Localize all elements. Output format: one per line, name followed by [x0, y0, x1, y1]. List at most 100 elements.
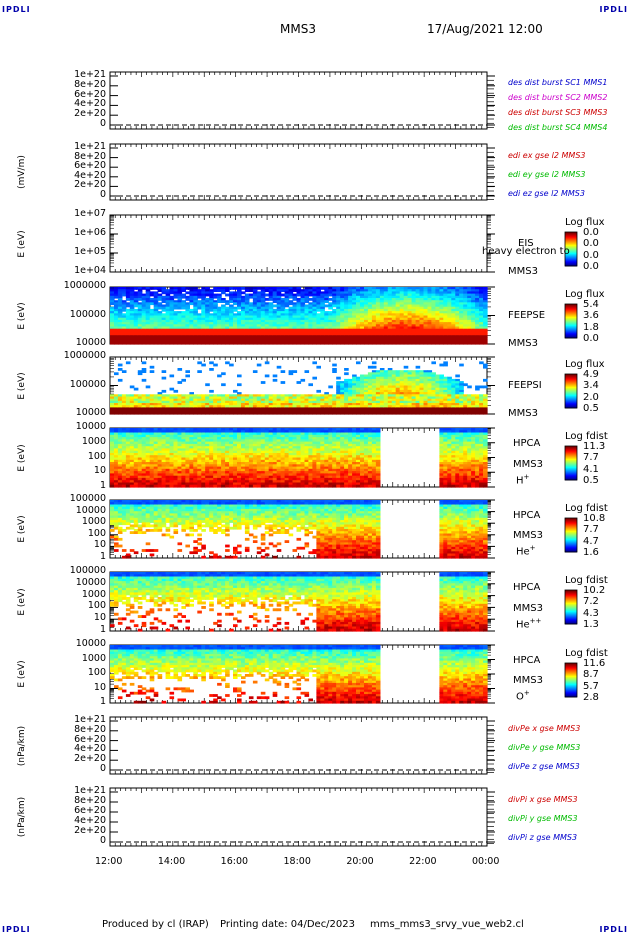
feepse-cell [145, 322, 151, 325]
feepse-cell [352, 324, 357, 328]
feepsi-cell [403, 376, 409, 380]
feepsi-cell [367, 372, 373, 376]
feepse-cell [391, 337, 397, 341]
feepsi-cell [443, 400, 448, 404]
feepsi-cell [379, 407, 385, 411]
feepse-cell [415, 287, 421, 290]
feepse-cell [483, 311, 488, 314]
feepse-cell [419, 298, 425, 301]
feepse-cell [209, 300, 214, 303]
feepse-cell [336, 293, 341, 297]
feepse-cell [165, 289, 171, 292]
feepsi-cell [237, 407, 242, 411]
feepse-cell [340, 291, 345, 295]
feepse-cell [268, 295, 274, 299]
feepse-cell [431, 289, 436, 292]
feepse-cell [364, 291, 369, 295]
feepse-cell [189, 287, 194, 290]
feepse-cell [332, 324, 337, 328]
feepsi-cell [403, 405, 409, 408]
feepsi-cell [411, 370, 417, 373]
feepse-cell [169, 317, 175, 321]
feepse-cell [264, 304, 270, 308]
feepsi-cell [364, 400, 369, 404]
feepse-cell [133, 319, 139, 323]
feepsi-cell [356, 409, 361, 413]
feepsi-cell [375, 409, 381, 413]
feepsi-cell [284, 407, 290, 411]
feepse-cell [237, 322, 242, 325]
feepsi-cell [483, 398, 488, 402]
feepse-cell [324, 335, 329, 338]
feepsi-cell [407, 407, 413, 411]
feepse-cell [447, 313, 452, 317]
feepsi-cell [371, 365, 377, 369]
feepse-cell [272, 295, 278, 299]
feepse-cell [431, 302, 436, 306]
feepsi-cell [411, 400, 417, 404]
feepsi-cell [117, 403, 123, 406]
feepse-cell [256, 313, 262, 317]
feepsi-cell [467, 385, 472, 389]
hpca_h-cell [117, 462, 123, 465]
feepse-cell [399, 333, 405, 336]
feepse-cell [352, 306, 357, 310]
feepse-cell [296, 339, 302, 343]
feepse-cell [252, 328, 258, 332]
feepse-cell [364, 333, 369, 336]
feepse-cell [121, 293, 127, 297]
feepse-cell [439, 313, 444, 317]
feepsi-cell [244, 407, 250, 411]
feepse-cell [340, 304, 345, 308]
feepse-cell [288, 339, 294, 343]
feepse-cell [189, 308, 194, 312]
feepse-cell [352, 311, 357, 314]
feepse-cell [475, 328, 480, 332]
hpca_h-cell [114, 443, 119, 447]
feepsi-cell [165, 398, 171, 402]
feepse-cell [463, 315, 468, 319]
feepse-cell [383, 330, 389, 334]
feepsi-cell [391, 407, 397, 411]
feepse-cell [312, 330, 317, 334]
feepse-cell [241, 315, 246, 319]
feepse-cell [114, 304, 119, 308]
feepse-cell [435, 308, 440, 312]
feepsi-cell [344, 394, 349, 398]
feepse-cell [185, 287, 190, 290]
feepsi-cell [443, 363, 448, 367]
feepse-cell [244, 337, 250, 341]
feepse-cell [324, 337, 329, 341]
feepse-cell [185, 330, 190, 334]
feepse-cell [340, 306, 345, 310]
feepsi-cell [471, 396, 476, 400]
feepsi-cell [185, 405, 190, 408]
feepse-cell [463, 308, 468, 312]
feepsi-cell [455, 389, 460, 393]
feepsi-cell [137, 403, 143, 406]
feepse-cell [284, 339, 290, 343]
feepse-cell [209, 298, 214, 301]
feepsi-cell [483, 403, 488, 406]
feepsi-cell [292, 409, 298, 413]
feepse-cell [451, 330, 456, 334]
feepse-cell [304, 317, 310, 321]
feepse-cell [439, 302, 444, 306]
feepsi-cell [129, 405, 135, 408]
feepsi-cell [379, 383, 385, 387]
feepsi-cell [193, 400, 198, 404]
feepsi-cell [256, 398, 262, 402]
feepse-cell [332, 333, 337, 336]
feepsi-cell [360, 396, 365, 400]
feepse-cell [479, 326, 484, 330]
feepse-cell [479, 306, 484, 310]
feepse-cell [117, 337, 123, 341]
feepsi-cell [387, 405, 393, 408]
feepsi-cell [221, 407, 226, 411]
feepse-cell [435, 291, 440, 295]
feepse-cell [209, 333, 214, 336]
feepsi-cell [114, 405, 119, 408]
feepse-cell [272, 333, 278, 336]
feepsi-cell [407, 374, 413, 378]
mission-title: MMS3 [280, 22, 316, 36]
